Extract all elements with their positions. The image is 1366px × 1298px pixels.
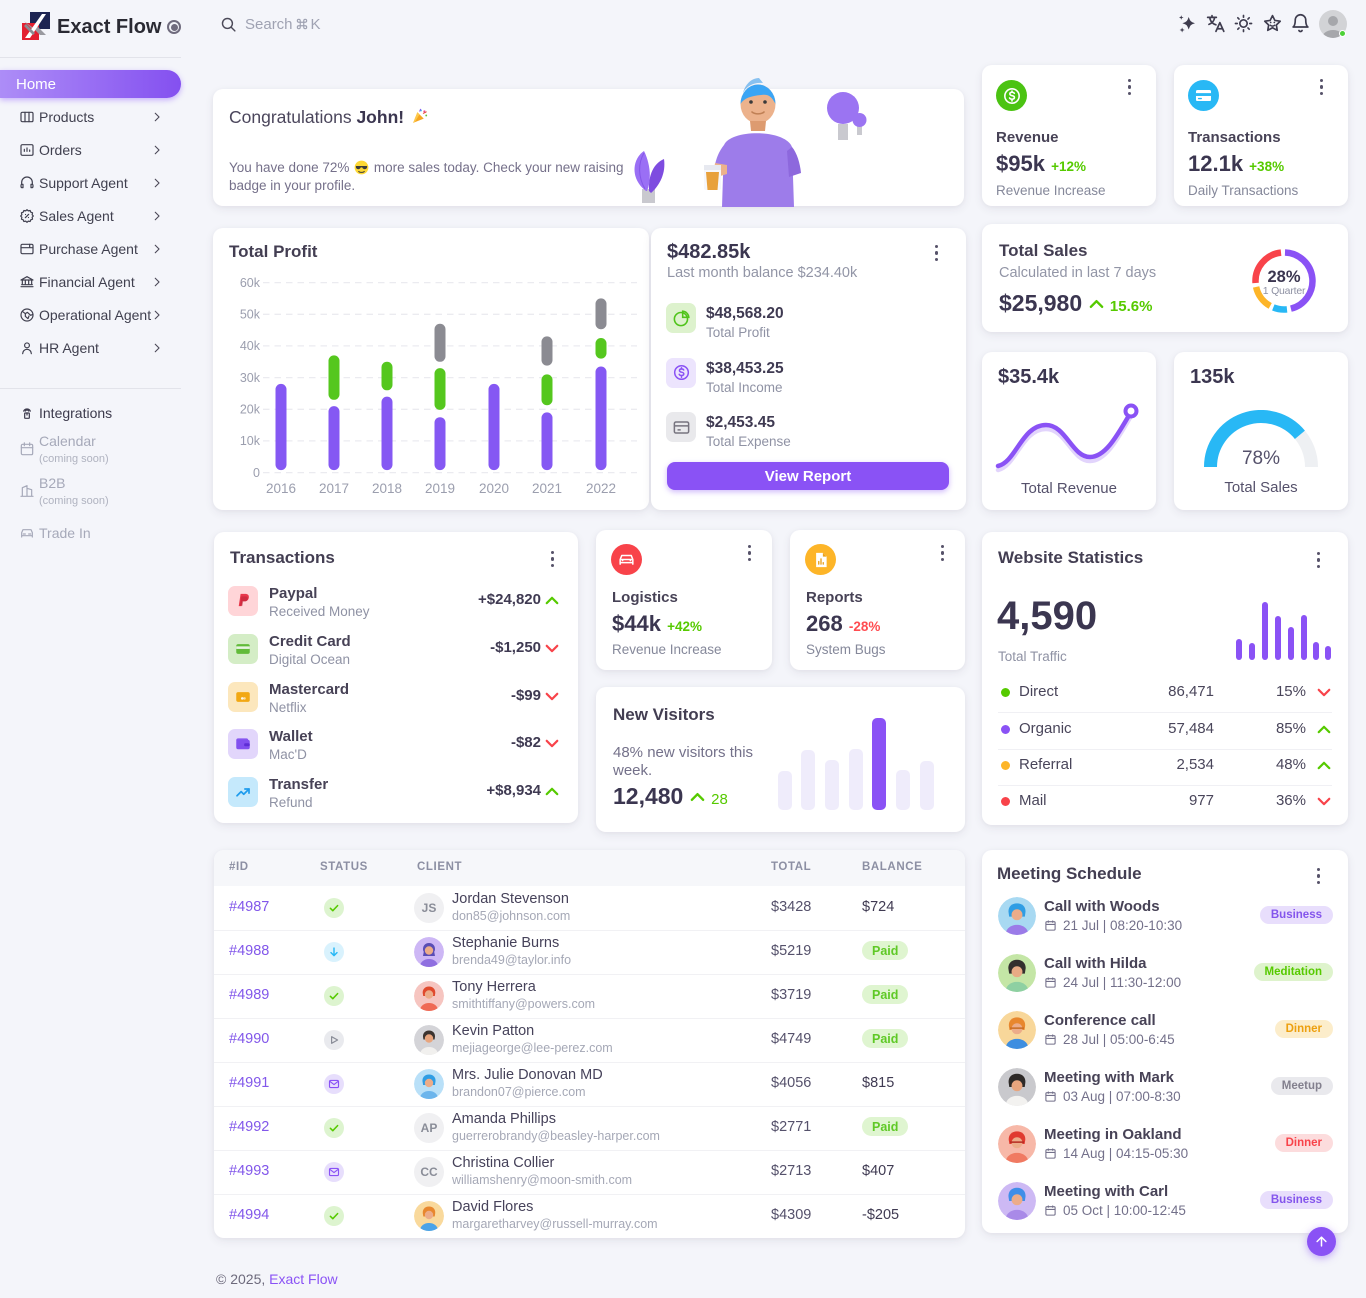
svg-text:30k: 30k [240,371,261,385]
svg-text:2018: 2018 [372,481,402,496]
svg-text:2016: 2016 [266,481,296,496]
svg-text:2017: 2017 [319,481,349,496]
svg-text:2020: 2020 [479,481,509,496]
svg-text:20k: 20k [240,403,261,417]
svg-text:40k: 40k [240,339,261,353]
svg-text:60k: 60k [240,276,261,290]
svg-text:0: 0 [253,466,260,480]
svg-text:10k: 10k [240,434,261,448]
svg-text:2021: 2021 [532,481,562,496]
svg-text:2019: 2019 [425,481,455,496]
svg-text:50k: 50k [240,308,261,322]
svg-text:2022: 2022 [586,481,616,496]
